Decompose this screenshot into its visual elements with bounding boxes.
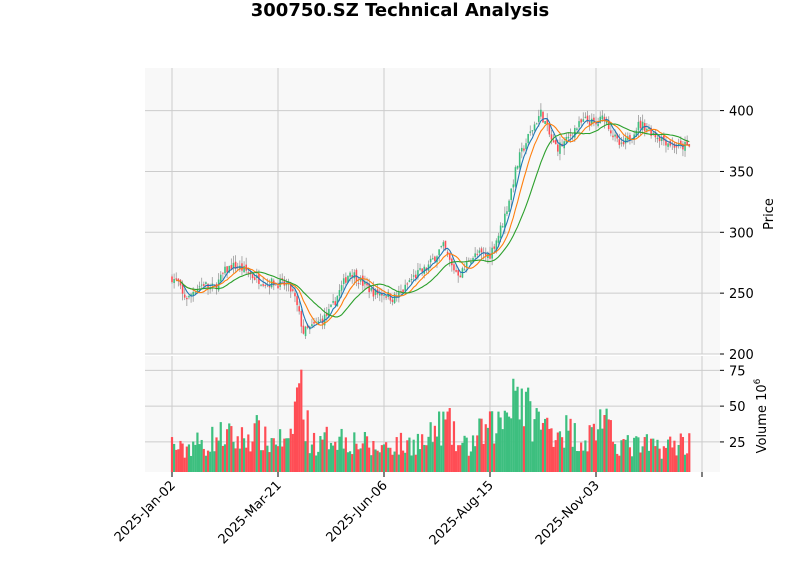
price-tick-label: 350 — [729, 165, 754, 180]
volume-axis-label: Volume 106 — [753, 378, 770, 453]
price-tick-label: 200 — [729, 348, 754, 363]
ma-mid-line — [176, 119, 690, 326]
date-tick-label: 2025-Jan-02 — [112, 478, 179, 545]
price-tick-label: 300 — [729, 226, 754, 241]
date-tick-label: 2025-Jun-06 — [324, 478, 391, 545]
price-plot-area — [145, 68, 720, 354]
price-tick-label: 250 — [729, 287, 754, 302]
date-tick-label: 2025-Nov-03 — [533, 478, 603, 548]
ma-slow-line — [180, 123, 690, 318]
chart-title: 300750.SZ Technical Analysis — [250, 0, 550, 21]
volume-tick-label: 75 — [729, 364, 746, 379]
price-panel: 200 250 300 350 400 Price — [145, 68, 777, 363]
volume-tick-label: 25 — [729, 436, 746, 451]
price-tick-label: 400 — [729, 105, 754, 120]
date-tick-label: 2025-Aug-15 — [427, 478, 497, 548]
volume-tick-label: 50 — [729, 400, 746, 415]
date-tick-label: 2025-Mar-21 — [216, 478, 285, 547]
x-axis: 2025-Jan-02 2025-Mar-21 2025-Jun-06 2025-Au… — [112, 472, 703, 548]
price-axis-label: Price — [762, 198, 777, 230]
volume-panel: 25 50 75 Volume 106 — [145, 356, 770, 472]
